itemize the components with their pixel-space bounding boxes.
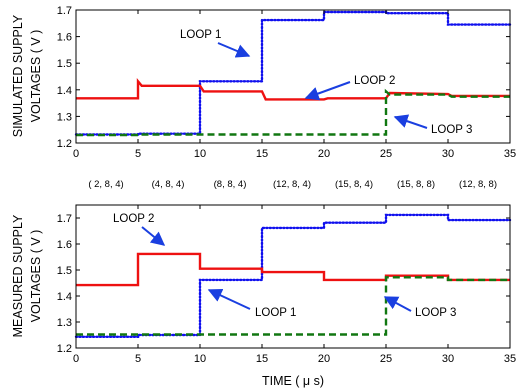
top-chart: 0 5 10 15 20 25 30 35 1.2 1.3 1.4 1.5 1.6 1.7 SIMULAT…	[11, 5, 516, 190]
bottom-annotation-arrow-loop3	[383, 296, 412, 312]
x-tick-label: 10	[194, 353, 206, 365]
series-loop2-line	[76, 77, 510, 101]
config-label: ( 2, 8, 4)	[88, 179, 123, 190]
series-loop3-line	[76, 88, 510, 137]
x-tick-label: 20	[318, 148, 330, 160]
bottom-annotation-loop1: LOOP 1	[255, 307, 296, 319]
x-tick-label: 25	[380, 353, 392, 365]
series-loop3-line	[76, 276, 510, 336]
y-tick-label: 1.7	[57, 5, 72, 17]
top-annotation-loop2: LOOP 2	[354, 75, 395, 87]
bottom-annotation-loop2: LOOP 2	[113, 213, 154, 225]
config-label: (15, 8, 4)	[335, 179, 373, 190]
top-annotation-arrow-loop2	[304, 81, 351, 101]
y-tick-label: 1.7	[57, 213, 72, 225]
bottom-series-layer	[74, 213, 512, 338]
x-tick-label: 25	[380, 148, 392, 160]
bottom-plot-frame	[75, 204, 511, 349]
bottom-chart: 0 5 10 15 20 25 30 35 1.2 1.3 1.4 1.5 1.6 1.7 MEASURE…	[11, 204, 516, 388]
top-y-axis-label-line2: VOLTAGES ( V )	[29, 30, 43, 123]
config-label: (15, 8, 8)	[397, 179, 435, 190]
x-tick-label: 20	[318, 353, 330, 365]
x-tick-label: 5	[135, 353, 141, 365]
bottom-y-axis-label-line2: VOLTAGES ( V )	[29, 230, 43, 323]
x-tick-label: 10	[194, 148, 206, 160]
top-plot-frame	[75, 9, 511, 144]
x-tick-label: 30	[442, 148, 454, 160]
x-tick-label: 0	[73, 353, 79, 365]
x-axis-label: TIME ( μ s)	[262, 374, 324, 388]
x-tick-label: 30	[442, 353, 454, 365]
x-tick-label: 15	[256, 148, 268, 160]
top-series-layer	[74, 10, 512, 137]
x-tick-label: 5	[135, 148, 141, 160]
y-tick-label: 1.5	[57, 58, 72, 70]
x-tick-label: 35	[504, 353, 516, 365]
y-tick-label: 1.4	[57, 85, 72, 97]
x-tick-label: 15	[256, 353, 268, 365]
bottom-ticks: 0 5 10 15 20 25 30 35 1.2 1.3 1.4 1.5 1.6 1.7	[57, 205, 516, 365]
config-label: (8, 8, 4)	[214, 179, 247, 190]
top-annotation-loop1: LOOP 1	[180, 29, 221, 41]
series-loop1-line	[74, 10, 512, 136]
y-tick-label: 1.6	[57, 32, 72, 44]
bottom-annotation-arrow-loop2	[141, 226, 166, 246]
bottom-y-axis-label-line1: MEASURED SUPPLY	[11, 214, 25, 337]
x-tick-label: 35	[504, 148, 516, 160]
y-tick-label: 1.3	[57, 111, 72, 123]
y-tick-label: 1.6	[57, 239, 72, 251]
config-label: (12, 8, 4)	[273, 179, 311, 190]
top-y-axis-label-line1: SIMULATED SUPPLY	[11, 14, 25, 137]
top-annotation-arrow-loop3	[393, 114, 428, 129]
series-loop2-line	[76, 252, 510, 287]
y-tick-label: 1.3	[57, 317, 72, 329]
top-annotation-loop3: LOOP 3	[431, 124, 472, 136]
bottom-annotation-arrow-loop1	[207, 288, 251, 310]
top-ticks: 0 5 10 15 20 25 30 35 1.2 1.3 1.4 1.5 1.6 1.7	[57, 5, 516, 160]
bottom-annotation-loop3: LOOP 3	[415, 307, 456, 319]
y-tick-label: 1.4	[57, 291, 72, 303]
x-tick-label: 0	[73, 148, 79, 160]
y-tick-label: 1.2	[57, 343, 72, 355]
config-label: (12, 8, 8)	[459, 179, 497, 190]
config-label: (4, 8, 4)	[152, 179, 185, 190]
y-tick-label: 1.5	[57, 265, 72, 277]
top-annotation-arrow-loop1	[217, 42, 251, 58]
y-tick-label: 1.2	[57, 138, 72, 150]
